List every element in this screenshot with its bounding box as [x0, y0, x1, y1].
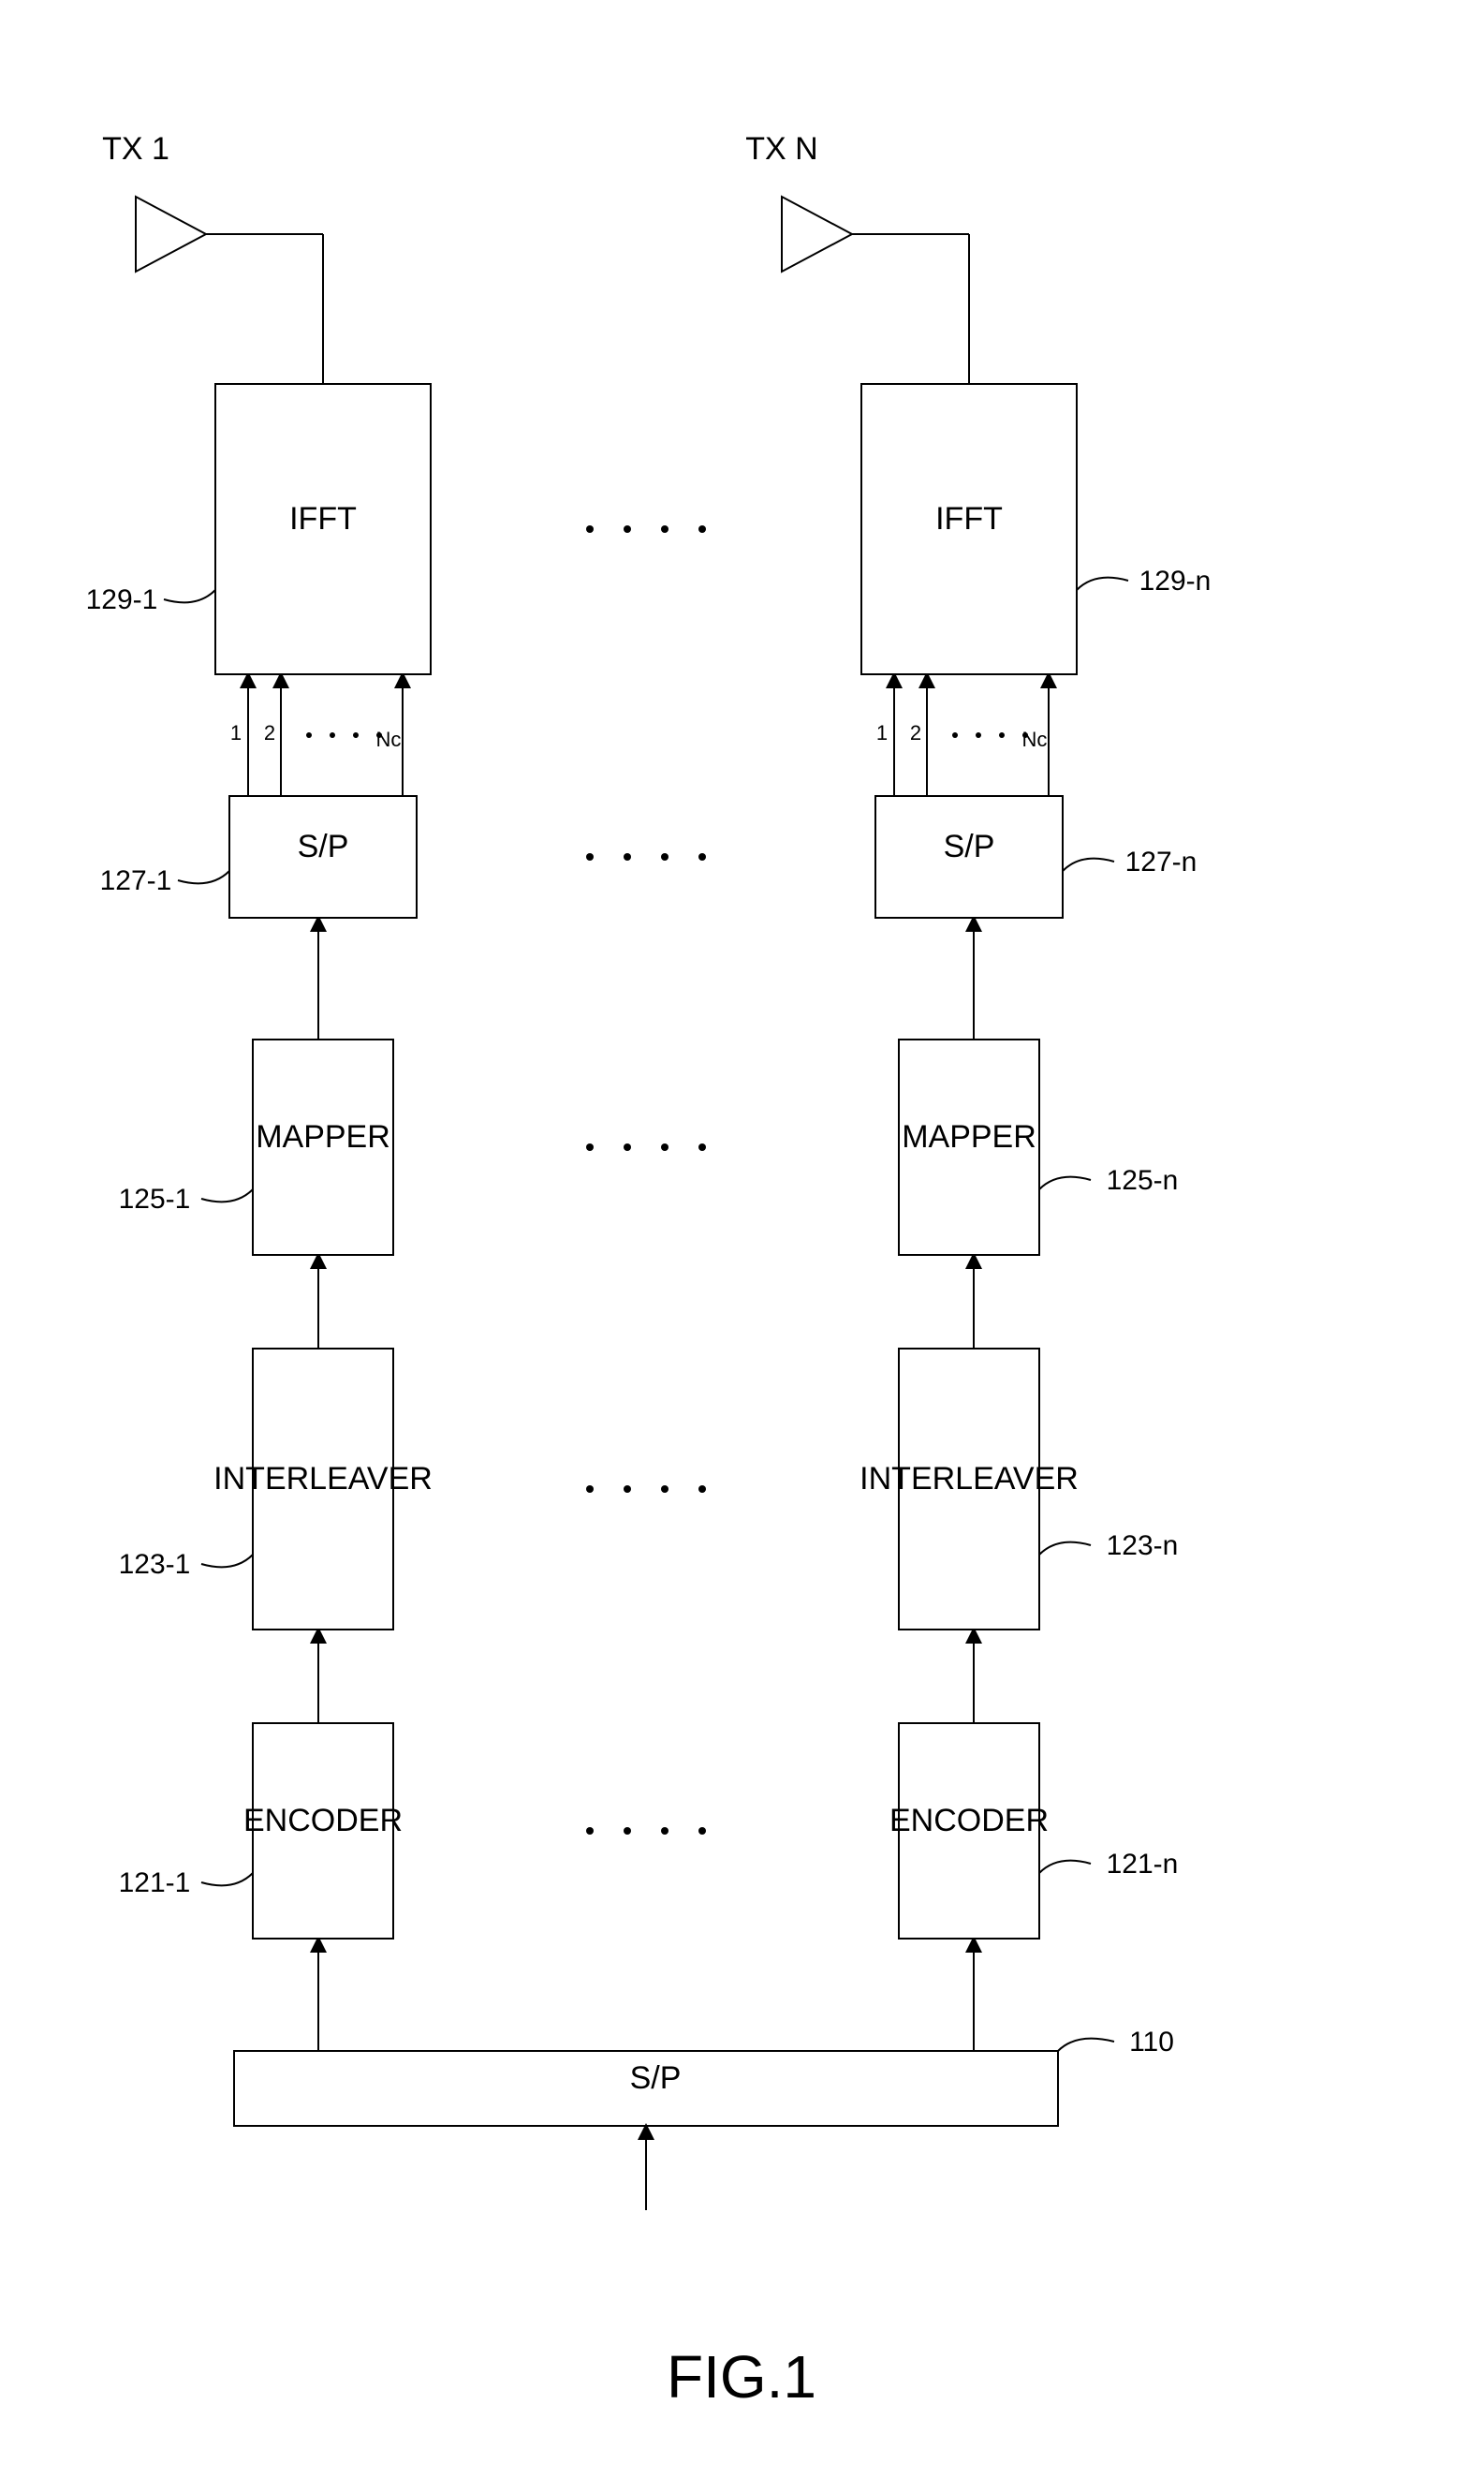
ref-leader-123-1 [201, 1555, 253, 1567]
sp-1-label: S/P [298, 829, 349, 864]
port-n-2: 2 [910, 721, 921, 745]
ref-125-n: 125-n [1107, 1165, 1179, 1196]
ref-leader-125-1 [201, 1189, 253, 1202]
antenna-1-icon [136, 197, 206, 272]
ref-leader-129-n [1077, 578, 1128, 590]
port-dots-n [976, 732, 981, 738]
antenna-n-icon [782, 197, 852, 272]
interleaver-1-label: INTERLEAVER [213, 1461, 433, 1497]
encoder-1-label: ENCODER [243, 1803, 403, 1838]
ref-leader-121-1 [201, 1873, 253, 1885]
ref-leader-123-n [1039, 1542, 1091, 1555]
interleaver-n-label: INTERLEAVER [860, 1461, 1079, 1497]
tx-1-label: TX 1 [102, 131, 169, 167]
port-dots-n [999, 732, 1005, 738]
block-diagram: S/P 110 ENCODER 121-1 INTERLEAVER 123-1 [0, 0, 1484, 2478]
port-1-1: 1 [230, 721, 242, 745]
ref-leader-129-1 [164, 590, 215, 602]
ref-129-1: 129-1 [86, 584, 158, 615]
ref-110: 110 [1129, 2027, 1174, 2058]
port-dots-n [1022, 732, 1028, 738]
port-dots-1 [353, 732, 359, 738]
port-n-nc: Nc [1022, 728, 1048, 751]
ref-leader-125-n [1039, 1177, 1091, 1189]
ref-121-n: 121-n [1107, 1849, 1179, 1880]
ref-121-1: 121-1 [119, 1867, 191, 1898]
ref-leader-127-1 [178, 871, 229, 883]
ref-127-n: 127-n [1125, 847, 1197, 878]
mapper-1-label: MAPPER [256, 1119, 390, 1155]
port-n-1: 1 [876, 721, 888, 745]
sp-n-label: S/P [944, 829, 995, 864]
figure-caption: FIG.1 [667, 2343, 816, 2411]
chain-n: ENCODER 121-n INTERLEAVER 123-n MAPPER 1… [745, 131, 1211, 2051]
ref-leader-127-n [1063, 859, 1114, 871]
ref-leader-110 [1058, 2039, 1114, 2051]
port-1-nc: Nc [376, 728, 402, 751]
encoder-n-label: ENCODER [889, 1803, 1049, 1838]
ref-123-n: 123-n [1107, 1530, 1179, 1561]
port-dots-1 [330, 732, 335, 738]
ref-129-n: 129-n [1139, 566, 1212, 597]
ellipsis-dots [586, 525, 706, 1835]
ifft-1-label: IFFT [289, 501, 357, 537]
tx-n-label: TX N [745, 131, 817, 167]
port-dots-1 [306, 732, 312, 738]
port-dots-n [952, 732, 958, 738]
ref-leader-121-n [1039, 1861, 1091, 1873]
port-dots-1 [376, 732, 382, 738]
ref-127-1: 127-1 [100, 865, 172, 896]
chain-1: ENCODER 121-1 INTERLEAVER 123-1 MAPPER 1… [86, 131, 433, 2051]
mapper-n-label: MAPPER [902, 1119, 1036, 1155]
port-1-2: 2 [264, 721, 275, 745]
ref-125-1: 125-1 [119, 1184, 191, 1215]
sp-input-label: S/P [630, 2060, 682, 2096]
ref-123-1: 123-1 [119, 1549, 191, 1580]
ifft-n-label: IFFT [935, 501, 1003, 537]
